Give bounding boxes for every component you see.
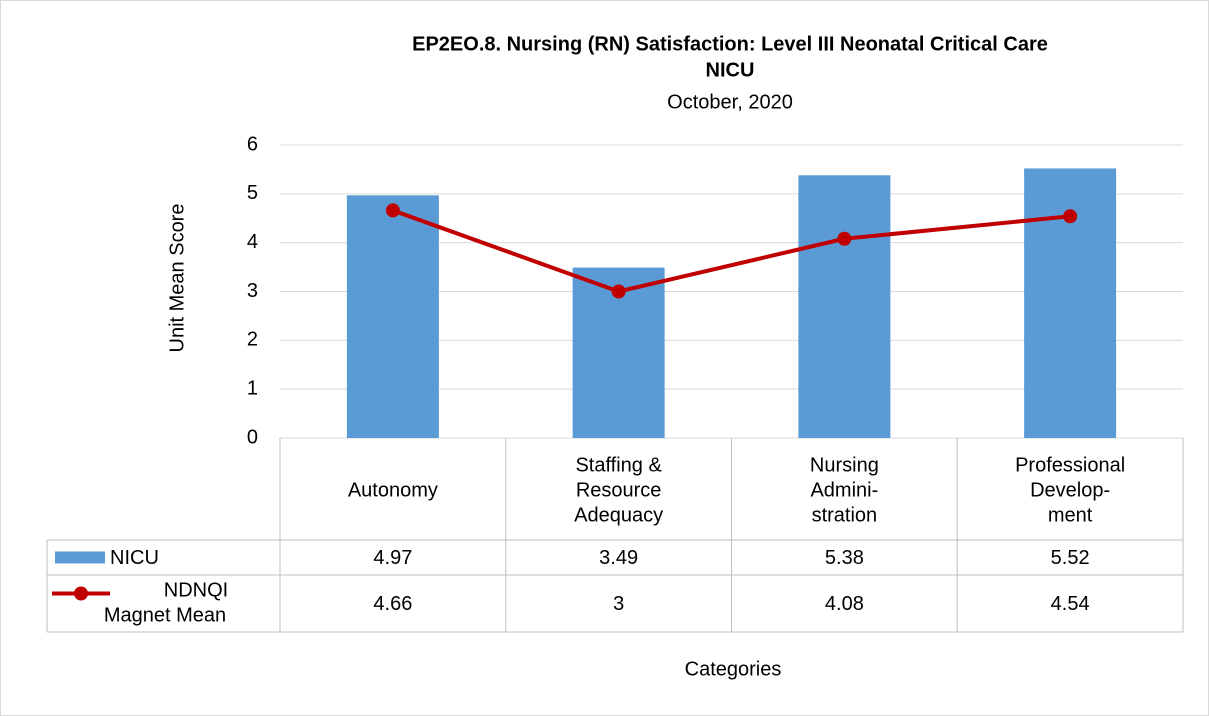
x-tick-label: Resource [576, 479, 662, 501]
line-marker [1063, 209, 1078, 224]
legend-label: Magnet Mean [104, 604, 226, 626]
line-marker [837, 231, 852, 246]
chart-title-line2: NICU [706, 59, 755, 81]
table-value: 4.97 [373, 547, 412, 569]
table-value: 3 [613, 593, 624, 615]
bar [1024, 168, 1117, 438]
y-tick-label: 2 [247, 329, 258, 351]
legend-key [55, 551, 105, 564]
y-tick-label: 5 [247, 182, 258, 204]
table-value: 4.66 [373, 593, 412, 615]
line-marker [611, 284, 626, 299]
table-value: 4.54 [1051, 593, 1090, 615]
table-value: 5.38 [825, 547, 864, 569]
legend-label: NICU [110, 547, 159, 569]
table-value: 4.08 [825, 593, 864, 615]
y-tick-label: 0 [247, 426, 258, 448]
y-tick-label: 4 [247, 231, 258, 253]
x-tick-label: Autonomy [348, 479, 438, 501]
table-value: 3.49 [599, 547, 638, 569]
x-tick-label: Adequacy [574, 504, 663, 526]
chart-title: EP2EO.8. Nursing (RN) Satisfaction: Leve… [412, 33, 1048, 55]
table-value: 5.52 [1051, 547, 1090, 569]
x-tick-label: Nursing [810, 454, 879, 476]
legend-key-marker [74, 586, 88, 601]
legend-label: NDNQI [164, 579, 228, 601]
bar [798, 175, 891, 438]
y-tick-label: 6 [247, 133, 258, 155]
x-tick-label: stration [812, 504, 878, 526]
x-axis-label: Categories [685, 658, 782, 680]
x-tick-label: ment [1048, 504, 1093, 526]
x-tick-label: Develop- [1030, 479, 1110, 501]
y-tick-label: 3 [247, 280, 258, 302]
y-tick-label: 1 [247, 377, 258, 399]
bar [346, 195, 439, 438]
chart-subtitle: October, 2020 [667, 91, 793, 113]
x-tick-label: Admini- [810, 479, 878, 501]
x-tick-label: Staffing & [575, 454, 662, 476]
y-axis-label: Unit Mean Score [166, 204, 188, 353]
line-marker [385, 203, 400, 218]
x-tick-label: Professional [1015, 454, 1125, 476]
line [392, 208, 1071, 294]
